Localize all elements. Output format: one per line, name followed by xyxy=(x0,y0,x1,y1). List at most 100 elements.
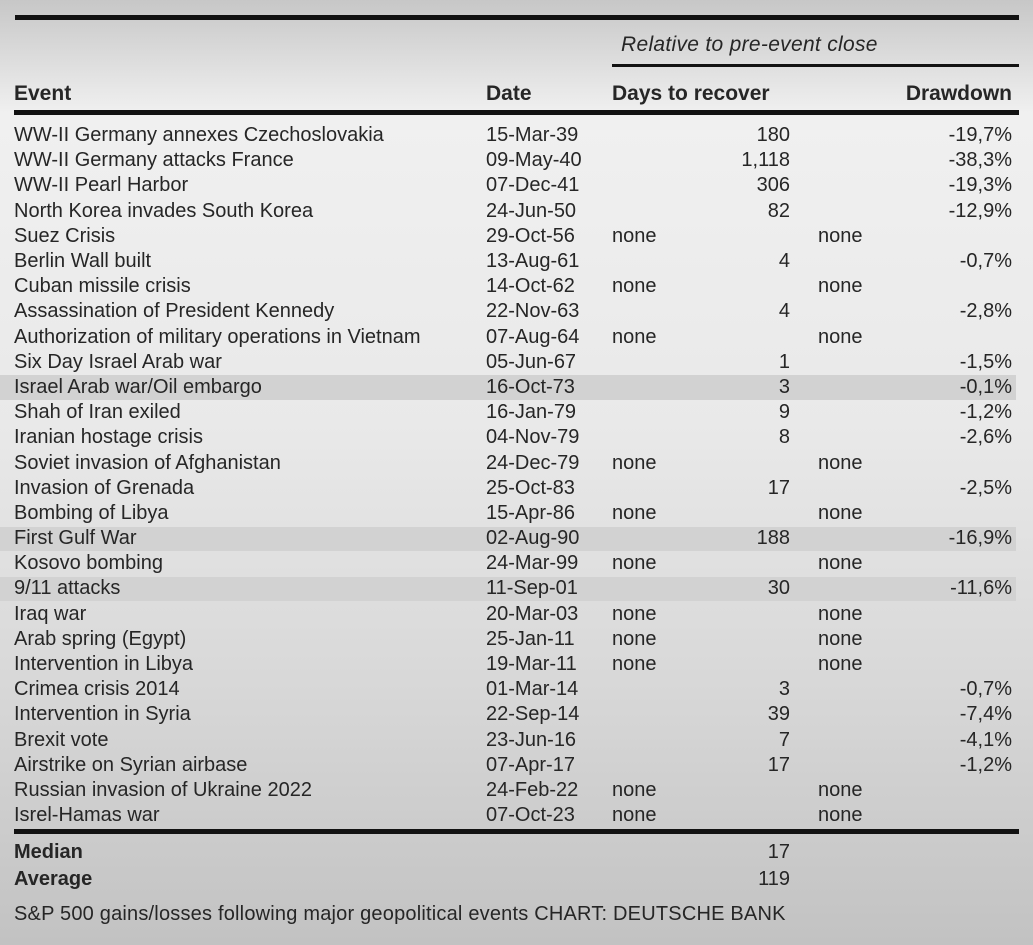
drawdown-cell: -0,1% xyxy=(959,375,1012,398)
event-cell: Crimea crisis 2014 xyxy=(14,678,180,701)
drawdown-cell: -12,9% xyxy=(948,199,1012,222)
date-cell: 07-Oct-23 xyxy=(486,804,575,827)
event-cell: Suez Crisis xyxy=(14,224,116,247)
days-to-recover-cell: 17 xyxy=(767,753,790,776)
event-cell: Bombing of Libya xyxy=(14,501,169,524)
table-body: WW-II Germany annexes Czechoslovakia 15-… xyxy=(0,123,1033,828)
drawdown-cell: -19,7% xyxy=(948,124,1012,147)
date-cell: 24-Dec-79 xyxy=(486,451,580,474)
date-cell: 13-Aug-61 xyxy=(486,250,580,273)
table-row: Brexit vote 23-Jun-16 7 -4,1% xyxy=(0,728,1033,753)
date-cell: 24-Jun-50 xyxy=(486,199,577,222)
table-row: Israel Arab war/Oil embargo 16-Oct-73 3 … xyxy=(0,375,1033,400)
table-row: First Gulf War 02-Aug-90 188 -16,9% xyxy=(0,526,1033,551)
group-header-label: Relative to pre-event close xyxy=(621,33,878,56)
days-to-recover-cell: none xyxy=(612,224,657,247)
days-to-recover-cell: none xyxy=(612,804,657,827)
date-cell: 01-Mar-14 xyxy=(486,678,579,701)
table-row: Assassination of President Kennedy 22-No… xyxy=(0,299,1033,324)
event-cell: Iraq war xyxy=(14,602,87,625)
event-cell: Airstrike on Syrian airbase xyxy=(14,753,248,776)
date-cell: 04-Nov-79 xyxy=(486,426,580,449)
drawdown-cell: -0,7% xyxy=(959,678,1012,701)
drawdown-cell: -1,2% xyxy=(959,753,1012,776)
days-to-recover-cell: 82 xyxy=(767,199,790,222)
median-value: 17 xyxy=(767,841,790,863)
table-row: Intervention in Libya 19-Mar-11 none non… xyxy=(0,652,1033,677)
event-cell: Isrel-Hamas war xyxy=(14,804,160,827)
date-cell: 24-Mar-99 xyxy=(486,552,579,575)
date-cell: 25-Jan-11 xyxy=(486,627,575,650)
table-row: Invasion of Grenada 25-Oct-83 17 -2,5% xyxy=(0,476,1033,501)
drawdown-cell: -19,3% xyxy=(948,174,1012,197)
days-to-recover-cell: none xyxy=(612,627,657,650)
event-cell: 9/11 attacks xyxy=(14,577,121,600)
column-header-days-to-recover: Days to recover xyxy=(612,82,770,105)
table-row: Berlin Wall built 13-Aug-61 4 -0,7% xyxy=(0,249,1033,274)
table-row: Suez Crisis 29-Oct-56 none none xyxy=(0,224,1033,249)
days-to-recover-cell: 3 xyxy=(778,375,790,398)
days-to-recover-cell: 39 xyxy=(767,703,790,726)
table-row: Arab spring (Egypt) 25-Jan-11 none none xyxy=(0,627,1033,652)
table-row: Iraq war 20-Mar-03 none none xyxy=(0,602,1033,627)
caption: S&P 500 gains/losses following major geo… xyxy=(14,903,786,925)
drawdown-cell: -7,4% xyxy=(959,703,1012,726)
table-row: WW-II Germany attacks France 09-May-40 1… xyxy=(0,148,1033,173)
date-cell: 15-Mar-39 xyxy=(486,124,579,147)
date-cell: 05-Jun-67 xyxy=(486,350,577,373)
average-row: Average 119 xyxy=(0,866,1033,893)
drawdown-cell: -2,6% xyxy=(959,426,1012,449)
days-to-recover-cell: 180 xyxy=(756,124,790,147)
drawdown-cell: none xyxy=(818,653,863,676)
event-cell: Iranian hostage crisis xyxy=(14,426,203,449)
table-row: Isrel-Hamas war 07-Oct-23 none none xyxy=(0,803,1033,828)
table-row: 9/11 attacks 11-Sep-01 30 -11,6% xyxy=(0,576,1033,602)
table-row: Soviet invasion of Afghanistan 24-Dec-79… xyxy=(0,450,1033,475)
days-to-recover-cell: none xyxy=(612,552,657,575)
drawdown-cell: none xyxy=(818,627,863,650)
date-cell: 11-Sep-01 xyxy=(486,577,578,600)
event-cell: First Gulf War xyxy=(14,527,137,550)
days-to-recover-cell: none xyxy=(612,501,657,524)
event-cell: Israel Arab war/Oil embargo xyxy=(14,375,262,398)
days-to-recover-cell: 7 xyxy=(778,728,790,751)
table-row: Bombing of Libya 15-Apr-86 none none xyxy=(0,501,1033,526)
event-cell: Brexit vote xyxy=(14,728,109,751)
days-to-recover-cell: 17 xyxy=(767,476,790,499)
date-cell: 19-Mar-11 xyxy=(486,653,577,676)
drawdown-cell: -1,2% xyxy=(959,401,1012,424)
days-to-recover-cell: none xyxy=(612,325,657,348)
table-row: WW-II Germany annexes Czechoslovakia 15-… xyxy=(0,123,1033,148)
drawdown-cell: none xyxy=(818,501,863,524)
days-to-recover-cell: 4 xyxy=(778,250,790,273)
days-to-recover-cell: none xyxy=(612,778,657,801)
days-to-recover-cell: 8 xyxy=(778,426,790,449)
average-value: 119 xyxy=(758,868,790,890)
date-cell: 25-Oct-83 xyxy=(486,476,575,499)
drawdown-cell: none xyxy=(818,224,863,247)
event-cell: Intervention in Libya xyxy=(14,653,194,676)
days-to-recover-cell: none xyxy=(612,602,657,625)
event-cell: Berlin Wall built xyxy=(14,250,152,273)
days-to-recover-cell: none xyxy=(612,653,657,676)
table-row: Kosovo bombing 24-Mar-99 none none xyxy=(0,551,1033,576)
bottom-rule xyxy=(14,829,1019,834)
days-to-recover-cell: none xyxy=(612,275,657,298)
table-row: Airstrike on Syrian airbase 07-Apr-17 17… xyxy=(0,753,1033,778)
days-to-recover-cell: 1,118 xyxy=(741,149,790,172)
group-header-underline xyxy=(612,64,1019,67)
date-cell: 14-Oct-62 xyxy=(486,275,575,298)
date-cell: 16-Jan-79 xyxy=(486,401,577,424)
date-cell: 07-Dec-41 xyxy=(486,174,580,197)
date-cell: 15-Apr-86 xyxy=(486,501,575,524)
table-row: Iranian hostage crisis 04-Nov-79 8 -2,6% xyxy=(0,425,1033,450)
table-row: Shah of Iran exiled 16-Jan-79 9 -1,2% xyxy=(0,400,1033,425)
days-to-recover-cell: 188 xyxy=(756,527,790,550)
event-cell: Assassination of President Kennedy xyxy=(14,300,335,323)
event-cell: Intervention in Syria xyxy=(14,703,191,726)
date-cell: 07-Apr-17 xyxy=(486,753,575,776)
date-cell: 29-Oct-56 xyxy=(486,224,575,247)
date-cell: 22-Sep-14 xyxy=(486,703,580,726)
top-rule xyxy=(15,15,1019,20)
column-header-drawdown: Drawdown xyxy=(905,82,1012,105)
